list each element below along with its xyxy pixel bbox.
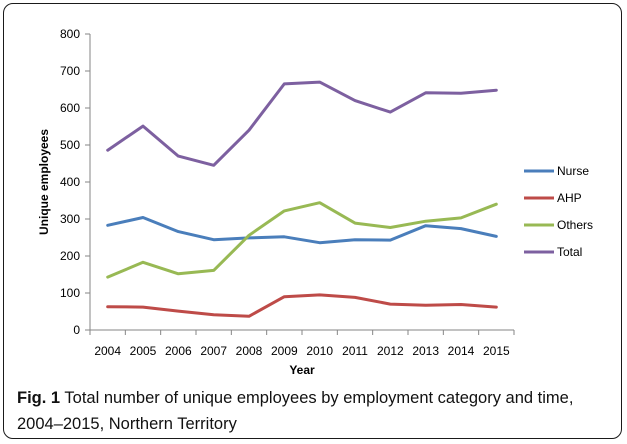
x-tick-label: 2014 xyxy=(448,344,475,358)
y-tick-label: 500 xyxy=(60,138,80,152)
x-tick-label: 2012 xyxy=(377,344,404,358)
x-tick-label: 2013 xyxy=(412,344,439,358)
legend-label-total: Total xyxy=(557,245,582,259)
y-axis-title: Unique employees xyxy=(37,129,51,235)
y-tick-label: 300 xyxy=(60,212,80,226)
y-tick-label: 100 xyxy=(60,286,80,300)
x-tick-label: 2006 xyxy=(165,344,192,358)
y-tick-label: 800 xyxy=(60,27,80,41)
x-tick-label: 2015 xyxy=(483,344,510,358)
figure-frame: 0 100 200 300 400 500 600 700 800 2004 2005 2006 200… xyxy=(3,3,622,439)
x-tick-label: 2009 xyxy=(271,344,298,358)
series-line-total xyxy=(106,80,498,167)
y-tick-label: 700 xyxy=(60,64,80,78)
series-line-ahp xyxy=(106,293,498,318)
figure-caption: Fig. 1 Total number of unique employees … xyxy=(17,385,617,437)
series-line-nurse xyxy=(106,216,498,245)
x-tick-label: 2004 xyxy=(94,344,121,358)
legend-label-ahp: AHP xyxy=(557,191,582,205)
x-tick-label: 2005 xyxy=(130,344,157,358)
legend-label-nurse: Nurse xyxy=(557,164,589,178)
y-tick-label: 0 xyxy=(73,323,80,337)
caption-label: Fig. 1 xyxy=(17,389,61,407)
x-tick-label: 2010 xyxy=(306,344,333,358)
y-tick-label: 600 xyxy=(60,101,80,115)
y-tick-label: 200 xyxy=(60,249,80,263)
y-tick-label: 400 xyxy=(60,175,80,189)
x-tick-label: 2008 xyxy=(236,344,263,358)
series-line-others xyxy=(106,201,498,279)
legend-label-others: Others xyxy=(557,218,593,232)
line-chart: 0 100 200 300 400 500 600 700 800 2004 2005 2006 200… xyxy=(37,27,593,377)
x-axis-title: Year xyxy=(289,363,315,377)
x-tick-label: 2007 xyxy=(200,344,227,358)
caption-text: Total number of unique employees by empl… xyxy=(17,389,574,433)
x-tick-label: 2011 xyxy=(342,344,368,358)
